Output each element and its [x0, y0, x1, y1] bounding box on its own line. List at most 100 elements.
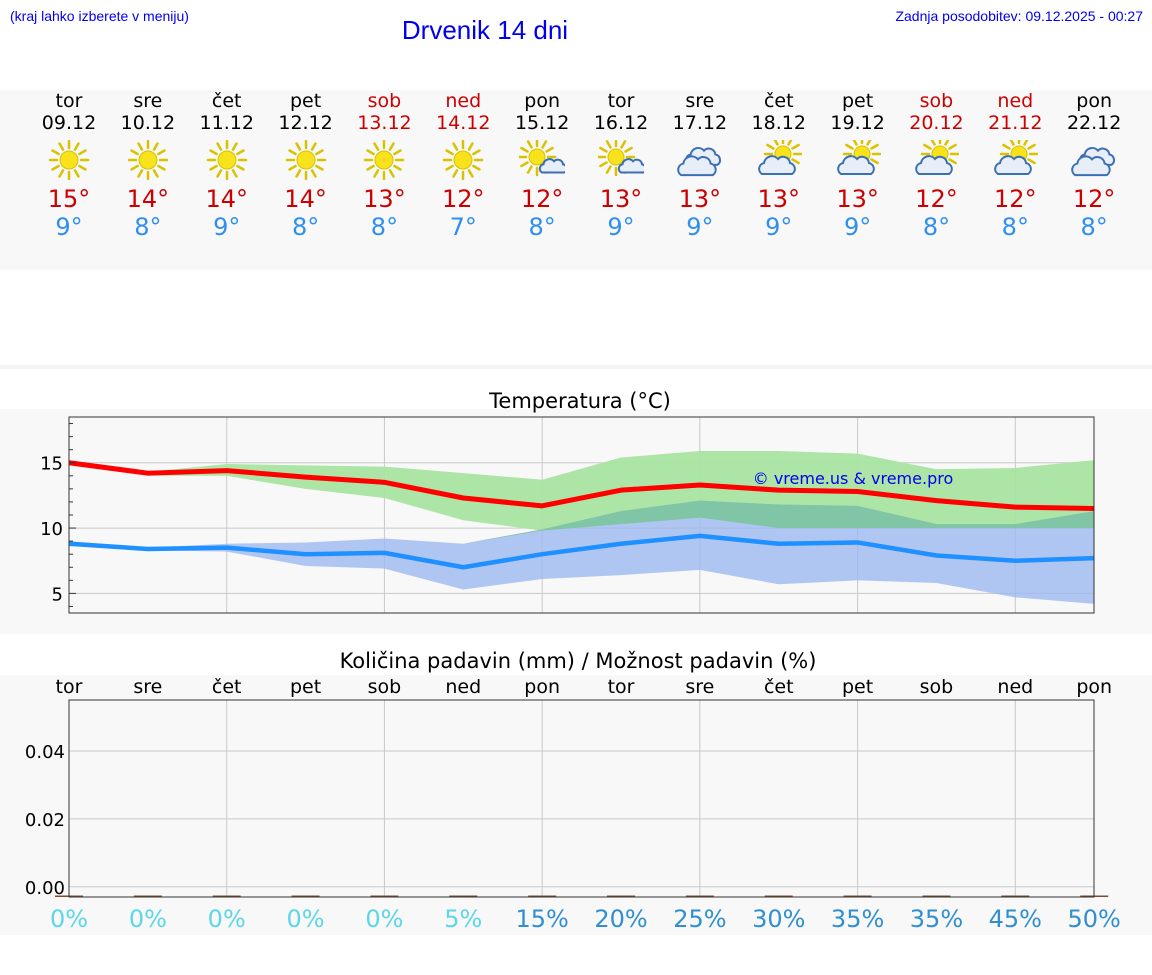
min-temperature: 8°: [528, 213, 556, 241]
day-name: tor: [607, 90, 635, 112]
min-temperature-line: [68, 533, 1095, 570]
precipitation-bar: [528, 895, 557, 897]
plot-area: [69, 700, 1094, 897]
day-column: čet 11.12 14° 9°: [182, 90, 272, 241]
precipitation-bar: [685, 895, 714, 897]
max-temperature: 13°: [836, 185, 879, 213]
max-temperature: 15°: [47, 185, 91, 213]
category-label: pet: [842, 676, 873, 698]
day-column: sre 17.12 13° 9°: [655, 90, 745, 241]
precipitation-probability-label: 5%: [444, 905, 482, 933]
day-name: pet: [841, 90, 874, 112]
sun-small-cloud-icon: [519, 140, 566, 177]
day-column: pet 12.12 14° 8°: [261, 90, 351, 241]
min-temperature: 8°: [370, 213, 399, 241]
temperature-plot: 5 10 15: [40, 416, 1095, 614]
min-temperature: 8°: [134, 213, 162, 241]
sun-small-cloud-icon: [598, 140, 645, 177]
precipitation-probability-label: 0%: [50, 905, 88, 933]
plot-frame: [68, 699, 1095, 898]
day-column: sre 10.12 14° 8°: [103, 90, 193, 241]
precipitation-bar: [133, 895, 162, 897]
day-name: sob: [919, 90, 954, 112]
min-temperature: 9°: [686, 213, 714, 241]
category-label: sob: [368, 676, 402, 698]
precipitation-probability-label: 0%: [365, 905, 403, 933]
day-date: 19.12: [830, 112, 885, 134]
sun-icon: [127, 140, 169, 180]
category-label: pon: [524, 676, 560, 698]
max-temperature: 14°: [205, 185, 248, 213]
day-date: 21.12: [988, 112, 1043, 134]
precipitation-chart-title: Količina padavin (mm) / Možnost padavin …: [340, 649, 817, 673]
day-date: 14.12: [436, 112, 491, 134]
daily-forecast-strip: [0, 90, 1152, 270]
sun-behind-cloud-icon: [836, 140, 881, 175]
max-temperature: 13°: [678, 185, 722, 213]
max-temperature-line: [68, 460, 1095, 511]
precipitation-probability-label: 20%: [594, 905, 647, 933]
precipitation-probability-label: 15%: [515, 905, 568, 933]
day-name: sre: [685, 90, 715, 112]
y-tick-label: 0.04: [25, 742, 65, 763]
cloud-icon: [677, 146, 721, 177]
precipitation-bar: [212, 895, 241, 897]
day-column: čet 18.12 13° 9°: [734, 90, 824, 241]
y-tick-label: 5: [52, 584, 63, 605]
precipitation-probability-label: 0%: [287, 905, 325, 933]
max-temperature: 12°: [915, 185, 958, 213]
day-column: ned 14.12 12° 7°: [418, 90, 508, 241]
category-label: tor: [608, 676, 635, 698]
location-hint-link[interactable]: (kraj lahko izberete v meniju): [10, 8, 189, 24]
day-date: 18.12: [751, 112, 806, 134]
max-temperature: 14°: [284, 185, 327, 213]
last-updated: Zadnja posodobitev: 09.12.2025 - 00:27: [895, 8, 1143, 24]
precipitation-probability-label: 45%: [989, 905, 1042, 933]
day-name: ned: [445, 90, 482, 112]
sun-icon: [48, 140, 90, 180]
day-date: 17.12: [672, 112, 728, 134]
day-date: 10.12: [120, 112, 176, 134]
category-label: sre: [685, 676, 714, 698]
range-overlap: [69, 500, 1095, 548]
precipitation-bar: [843, 895, 872, 897]
divider: [0, 365, 1152, 369]
precipitation-bar: [370, 895, 399, 897]
category-label: tor: [56, 676, 83, 698]
day-date: 20.12: [909, 112, 964, 134]
day-column: sob 13.12 13° 8°: [339, 90, 429, 241]
precipitation-bar: [922, 895, 951, 897]
precipitation-bar: [1001, 895, 1030, 897]
category-label: ned: [997, 676, 1033, 698]
day-name: pet: [289, 90, 322, 112]
cloud-icon: [1071, 146, 1116, 177]
precipitation-probability-label: 0%: [208, 905, 246, 933]
max-temperature: 12°: [442, 185, 485, 213]
day-date: 22.12: [1066, 112, 1122, 134]
min-temperature: 9°: [607, 213, 635, 241]
precipitation-plot: 0.00 0.02 0.04 tor sre čet pet sob ned pon tor sre č…: [25, 676, 1121, 933]
day-name: tor: [55, 90, 83, 112]
day-name: pon: [1076, 90, 1113, 112]
day-column: pon 22.12 12° 8°: [1049, 90, 1139, 241]
day-date: 11.12: [199, 112, 254, 134]
min-temperature: 9°: [765, 213, 793, 241]
min-temperature: 9°: [843, 213, 872, 241]
day-name: sob: [367, 90, 402, 112]
y-tick-label: 10: [40, 519, 63, 540]
max-temperature: 12°: [994, 185, 1037, 213]
day-column: ned 21.12 12° 8°: [970, 90, 1060, 241]
precipitation-bar: [764, 895, 793, 897]
day-column: tor 09.12 15° 9°: [24, 90, 114, 241]
precipitation-probability-label: 30%: [752, 905, 805, 933]
min-temperature: 8°: [1080, 213, 1108, 241]
min-temperature: 8°: [1001, 213, 1029, 241]
sun-icon: [285, 140, 326, 180]
day-date: 12.12: [278, 112, 333, 134]
sun-behind-cloud-icon: [915, 140, 960, 175]
day-name: čet: [211, 90, 242, 112]
day-date: 16.12: [593, 112, 649, 134]
precipitation-bar: [291, 895, 320, 897]
day-column: pon 15.12 12° 8°: [497, 90, 587, 241]
